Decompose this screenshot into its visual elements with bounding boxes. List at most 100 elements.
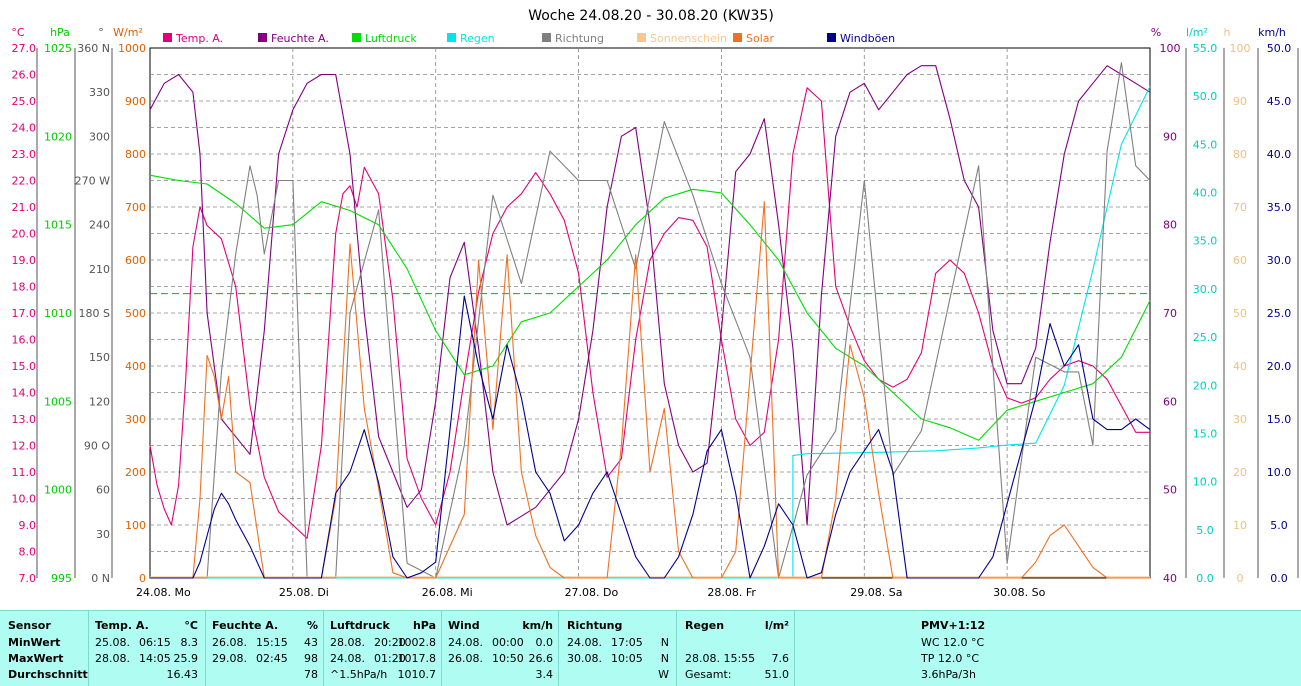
series-temp-a	[149, 87, 1150, 539]
temp-min-value: 8.3	[180, 636, 199, 649]
rain-tick-label: 50.0	[1193, 90, 1218, 103]
humidity-min-time: 15:15	[256, 636, 288, 649]
wind-tick-label: 5.0	[1270, 519, 1288, 532]
pressure-min-time: 20:20	[374, 636, 406, 649]
series-richtung	[150, 62, 1151, 579]
pressure-header: Luftdruck	[330, 619, 390, 632]
pressure-avg-value: 1010.7	[397, 668, 437, 681]
temp-tick-label: 26.0	[12, 69, 37, 82]
x-tick-label: 25.08. Di	[279, 586, 329, 599]
sunshine-tick-label: 50	[1233, 307, 1247, 320]
sunshine-tick-label: 30	[1233, 413, 1247, 426]
temp-tick-label: 10.0	[12, 493, 37, 506]
pmv-pressure-trend: 3.6hPa/3h	[921, 668, 977, 681]
wind-tick-label: 35.0	[1267, 201, 1292, 214]
legend-swatch	[258, 33, 267, 42]
sunshine-tick-label: 90	[1233, 95, 1247, 108]
direction-tick-label: 210	[89, 263, 110, 276]
x-tick-label: 27.08. Do	[565, 586, 619, 599]
wind-header: Wind	[448, 619, 480, 632]
direction-tick-label: 270 W	[75, 175, 110, 188]
humidity-tick-label: 40	[1163, 572, 1177, 585]
chart-title: Woche 24.08.20 - 30.08.20 (KW35)	[528, 8, 774, 24]
pressure-min-value: 1002.8	[397, 636, 437, 649]
rain-tick-label: 40.0	[1193, 187, 1218, 200]
legend-label: Luftdruck	[365, 32, 417, 45]
humidity-column: Feuchte A. % 26.08. 15:15 43 29.08. 02:4…	[205, 611, 324, 686]
direction-tick-label: 300	[89, 130, 110, 143]
legend-label: Richtung	[555, 32, 604, 45]
temp-tick-label: 11.0	[12, 466, 37, 479]
wind-unit: km/h	[522, 619, 553, 632]
pressure-tick-label: 1025	[44, 42, 72, 55]
pressure-max-time: 01:20	[374, 652, 406, 665]
temp-tick-label: 15.0	[12, 360, 37, 373]
legend-swatch	[637, 33, 646, 42]
row-label-max: MaxWert	[8, 652, 64, 665]
x-tick-label: 26.08. Mi	[422, 586, 473, 599]
pressure-tick-label: 1020	[44, 130, 72, 143]
temp-tick-label: 24.0	[12, 122, 37, 135]
solar-tick-label: 400	[125, 360, 146, 373]
direction-max-date: 30.08.	[567, 652, 602, 665]
sunshine-tick-label: 60	[1233, 254, 1247, 267]
chart-legend: Temp. A. Feuchte A. Luftdruck Regen Richtung…	[163, 32, 895, 45]
solar-axis-unit: W/m²	[113, 26, 143, 39]
wind-max-value: 26.6	[528, 652, 554, 665]
wind-avg-value: 3.4	[535, 668, 554, 681]
pmv-header: PMV+1:12	[921, 619, 986, 632]
temp-tick-label: 16.0	[12, 334, 37, 347]
solar-tick-label: 500	[125, 307, 146, 320]
legend-swatch	[542, 33, 551, 42]
direction-min-value: N	[660, 636, 669, 649]
temp-min-date: 25.08.	[95, 636, 130, 649]
sunshine-tick-label: 0	[1237, 572, 1244, 585]
temp-tick-label: 22.0	[12, 175, 37, 188]
direction-avg-value: W	[658, 668, 669, 681]
sunshine-tick-label: 100	[1230, 42, 1251, 55]
rain-max-value: 7.6	[771, 652, 790, 665]
humidity-avg-value: 78	[304, 668, 318, 681]
pressure-tick-label: 1000	[44, 484, 72, 497]
x-tick-label: 28.08. Fr	[707, 586, 756, 599]
temp-min-time: 06:15	[139, 636, 171, 649]
pressure-tick-label: 1015	[44, 219, 72, 232]
temp-column: Temp. A. °C 25.08. 06:15 8.3 28.08. 14:0…	[88, 611, 206, 686]
temp-tick-label: 9.0	[19, 519, 37, 532]
sunshine-tick-label: 40	[1233, 360, 1247, 373]
humidity-unit: %	[306, 619, 318, 632]
rain-axis-unit: l/m²	[1186, 26, 1208, 39]
sensor-header: Sensor	[8, 619, 51, 632]
pressure-max-date: 24.08.	[330, 652, 365, 665]
direction-tick-label: 30	[96, 528, 110, 541]
chart-axes: °C 27.0 26.0 25.0 24.0 23.0 22.0 21.0 20.0 19.0 18…	[11, 26, 1299, 585]
direction-max-time: 10:05	[611, 652, 643, 665]
temp-tick-label: 18.0	[12, 281, 37, 294]
direction-min-date: 24.08.	[567, 636, 602, 649]
chart-series	[149, 62, 1151, 579]
temp-tick-label: 27.0	[12, 42, 37, 55]
direction-tick-label: 90 O	[84, 440, 110, 453]
temp-max-time: 14:05	[139, 652, 171, 665]
direction-header: Richtung	[567, 619, 623, 632]
wind-tick-label: 15.0	[1267, 413, 1292, 426]
wind-tick-label: 10.0	[1267, 466, 1292, 479]
pressure-max-value: 1017.8	[397, 652, 437, 665]
temp-tick-label: 20.0	[12, 228, 37, 241]
direction-tick-label: 60	[96, 484, 110, 497]
temp-tick-label: 23.0	[12, 148, 37, 161]
series-regen	[150, 86, 1151, 579]
pmv-dewpoint: TP 12.0 °C	[921, 652, 980, 665]
humidity-max-date: 29.08.	[212, 652, 247, 665]
direction-tick-label: 180 S	[79, 307, 110, 320]
sunshine-tick-label: 10	[1233, 519, 1247, 532]
legend-swatch	[733, 33, 742, 42]
humidity-tick-label: 60	[1163, 395, 1177, 408]
solar-tick-label: 600	[125, 254, 146, 267]
legend-label: Temp. A.	[175, 32, 223, 45]
rain-unit: l/m²	[764, 619, 789, 632]
solar-tick-label: 900	[125, 95, 146, 108]
weather-chart: Woche 24.08.20 - 30.08.20 (KW35) Temp. A…	[11, 8, 1299, 599]
temp-avg-value: 16.43	[166, 668, 199, 681]
legend-swatch	[447, 33, 456, 42]
